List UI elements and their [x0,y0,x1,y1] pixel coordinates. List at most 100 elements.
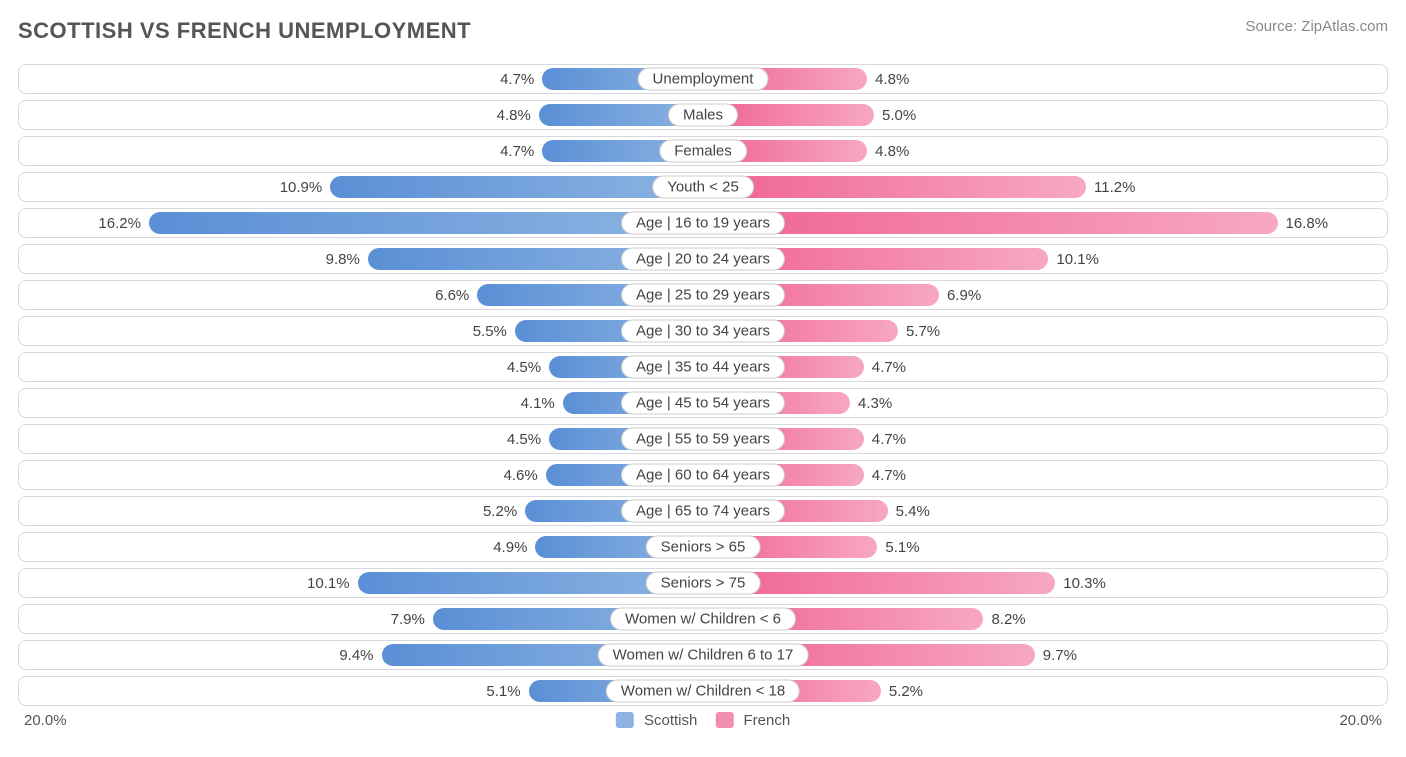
value-french: 4.7% [864,359,914,376]
row-left-half: 4.5% [19,428,703,450]
category-label: Seniors > 65 [646,536,761,559]
legend-item-scottish: Scottish [616,712,698,729]
value-french: 8.2% [983,611,1033,628]
legend-item-french: French [715,712,790,729]
chart-row: 10.1% 10.3% Seniors > 75 [18,568,1388,598]
category-label: Age | 65 to 74 years [621,500,785,523]
value-french: 11.2% [1086,179,1143,196]
category-label: Age | 60 to 64 years [621,464,785,487]
chart-footer: 20.0% Scottish French 20.0% [18,712,1388,729]
value-scottish: 4.1% [513,395,563,412]
value-french: 5.7% [898,323,948,340]
row-left-half: 4.8% [19,104,703,126]
chart-row: 7.9% 8.2% Women w/ Children < 6 [18,604,1388,634]
category-label: Women w/ Children < 6 [610,608,796,631]
category-label: Women w/ Children < 18 [606,680,800,703]
row-left-half: 7.9% [19,608,703,630]
value-scottish: 5.2% [475,503,525,520]
value-scottish: 9.4% [331,647,381,664]
row-right-half: 4.8% [703,140,1387,162]
value-scottish: 9.8% [318,251,368,268]
chart-row: 4.9% 5.1% Seniors > 65 [18,532,1388,562]
row-left-half: 4.5% [19,356,703,378]
row-left-half: 16.2% [19,212,703,234]
value-scottish: 4.8% [489,107,539,124]
row-right-half: 5.0% [703,104,1387,126]
value-french: 4.3% [850,395,900,412]
value-scottish: 4.5% [499,359,549,376]
chart-row: 4.5% 4.7% Age | 35 to 44 years [18,352,1388,382]
row-right-half: 4.7% [703,428,1387,450]
value-scottish: 4.7% [492,71,542,88]
row-left-half: 4.7% [19,68,703,90]
category-label: Females [659,140,747,163]
value-scottish: 5.1% [478,683,528,700]
row-left-half: 4.6% [19,464,703,486]
category-label: Women w/ Children 6 to 17 [598,644,809,667]
row-right-half: 10.1% [703,248,1387,270]
bar-scottish [149,212,703,234]
diverging-bar-chart: 4.7%4.8%Unemployment4.8%5.0%Males4.7%4.8… [18,64,1388,706]
row-right-half: 5.4% [703,500,1387,522]
legend-swatch-french [715,712,733,728]
value-scottish: 5.5% [465,323,515,340]
chart-row: 6.6% 6.9%Age | 25 to 29 years [18,280,1388,310]
value-french: 16.8% [1278,215,1337,232]
bar-french [703,176,1086,198]
value-scottish: 6.6% [427,287,477,304]
row-left-half: 9.8% [19,248,703,270]
value-french: 10.3% [1055,575,1114,592]
chart-row: 9.8% 10.1%Age | 20 to 24 years [18,244,1388,274]
value-french: 5.0% [874,107,924,124]
category-label: Age | 20 to 24 years [621,248,785,271]
chart-row: 16.2% 16.8% Age | 16 to 19 years [18,208,1388,238]
bar-scottish [330,176,703,198]
category-label: Youth < 25 [652,176,754,199]
value-scottish: 4.6% [495,467,545,484]
value-french: 5.4% [888,503,938,520]
row-left-half: 5.2% [19,500,703,522]
chart-row: 5.1% 5.2% Women w/ Children < 18 [18,676,1388,706]
row-right-half: 16.8% [703,212,1387,234]
chart-source: Source: ZipAtlas.com [1245,18,1388,35]
bar-french [703,212,1278,234]
row-left-half: 6.6% [19,284,703,306]
value-french: 5.2% [881,683,931,700]
row-left-half: 4.7% [19,140,703,162]
axis-max-right: 20.0% [703,712,1388,729]
value-scottish: 7.9% [383,611,433,628]
row-left-half: 4.9% [19,536,703,558]
row-right-half: 4.7% [703,356,1387,378]
value-scottish: 4.7% [492,143,542,160]
row-right-half: 5.2% [703,680,1387,702]
row-left-half: 5.1% [19,680,703,702]
row-right-half: 6.9% [703,284,1387,306]
category-label: Seniors > 75 [646,572,761,595]
chart-title: SCOTTISH VS FRENCH UNEMPLOYMENT [18,18,471,44]
chart-row: 4.6%4.7%Age | 60 to 64 years [18,460,1388,490]
value-scottish: 10.1% [299,575,358,592]
chart-row: 4.5%4.7%Age | 55 to 59 years [18,424,1388,454]
chart-header: SCOTTISH VS FRENCH UNEMPLOYMENT Source: … [18,18,1388,64]
chart-row: 10.9% 11.2% Youth < 25 [18,172,1388,202]
row-right-half: 8.2% [703,608,1387,630]
category-label: Age | 16 to 19 years [621,212,785,235]
row-left-half: 10.9% [19,176,703,198]
category-label: Age | 45 to 54 years [621,392,785,415]
legend-swatch-scottish [616,712,634,728]
value-french: 4.8% [867,71,917,88]
category-label: Age | 25 to 29 years [621,284,785,307]
category-label: Males [668,104,738,127]
value-scottish: 4.5% [499,431,549,448]
row-right-half: 4.8% [703,68,1387,90]
chart-row: 5.2% 5.4% Age | 65 to 74 years [18,496,1388,526]
category-label: Age | 35 to 44 years [621,356,785,379]
row-right-half: 4.3% [703,392,1387,414]
chart-row: 4.8% 5.0% Males [18,100,1388,130]
category-label: Age | 30 to 34 years [621,320,785,343]
value-french: 9.7% [1035,647,1085,664]
row-right-half: 5.1% [703,536,1387,558]
row-left-half: 5.5% [19,320,703,342]
value-french: 5.1% [877,539,927,556]
row-right-half: 10.3% [703,572,1387,594]
